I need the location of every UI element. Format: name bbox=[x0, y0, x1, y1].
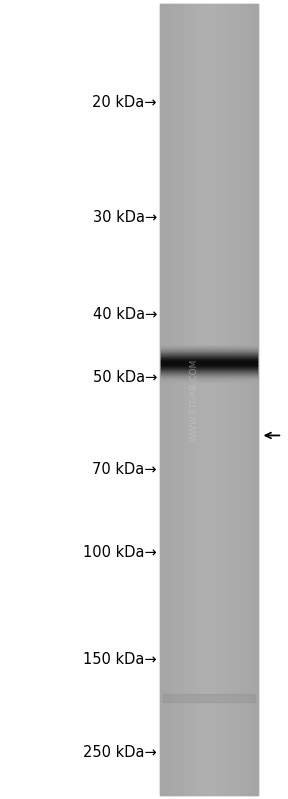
Bar bbox=[209, 4, 211, 795]
Bar bbox=[189, 4, 192, 795]
Text: 30 kDa→: 30 kDa→ bbox=[93, 210, 157, 225]
Text: 20 kDa→: 20 kDa→ bbox=[92, 95, 157, 109]
Bar bbox=[202, 4, 204, 795]
Bar bbox=[219, 4, 221, 795]
Bar bbox=[238, 4, 240, 795]
Bar bbox=[192, 4, 194, 795]
Bar bbox=[199, 4, 201, 795]
Bar bbox=[214, 4, 216, 795]
Bar bbox=[226, 4, 228, 795]
Bar bbox=[253, 4, 255, 795]
Text: 150 kDa→: 150 kDa→ bbox=[83, 652, 157, 666]
Bar bbox=[236, 4, 238, 795]
Bar bbox=[182, 4, 184, 795]
Text: 70 kDa→: 70 kDa→ bbox=[92, 462, 157, 476]
Bar bbox=[170, 4, 172, 795]
Text: 40 kDa→: 40 kDa→ bbox=[92, 308, 157, 322]
Bar bbox=[245, 4, 248, 795]
Bar bbox=[175, 4, 177, 795]
Bar bbox=[216, 4, 219, 795]
Text: WWW.PTGAB.COM: WWW.PTGAB.COM bbox=[190, 358, 199, 441]
Bar bbox=[251, 4, 253, 795]
Bar bbox=[243, 4, 245, 795]
Text: 50 kDa→: 50 kDa→ bbox=[92, 370, 157, 384]
Bar bbox=[255, 4, 258, 795]
Bar bbox=[223, 4, 226, 795]
Bar bbox=[228, 4, 231, 795]
Bar bbox=[165, 4, 167, 795]
Bar bbox=[160, 4, 162, 795]
Bar bbox=[160, 4, 258, 795]
Bar bbox=[179, 4, 182, 795]
Bar bbox=[204, 4, 206, 795]
Bar bbox=[172, 4, 175, 795]
Bar bbox=[162, 4, 165, 795]
Bar bbox=[231, 4, 233, 795]
Bar bbox=[177, 4, 179, 795]
Bar bbox=[163, 694, 255, 702]
Bar bbox=[221, 4, 223, 795]
Bar bbox=[248, 4, 250, 795]
Bar bbox=[197, 4, 199, 795]
Text: 100 kDa→: 100 kDa→ bbox=[83, 546, 157, 560]
Bar bbox=[240, 4, 243, 795]
Bar bbox=[211, 4, 214, 795]
Bar bbox=[184, 4, 187, 795]
Bar bbox=[233, 4, 236, 795]
Text: 250 kDa→: 250 kDa→ bbox=[83, 745, 157, 760]
Bar bbox=[187, 4, 189, 795]
Bar bbox=[206, 4, 209, 795]
Bar bbox=[167, 4, 170, 795]
Bar bbox=[194, 4, 196, 795]
